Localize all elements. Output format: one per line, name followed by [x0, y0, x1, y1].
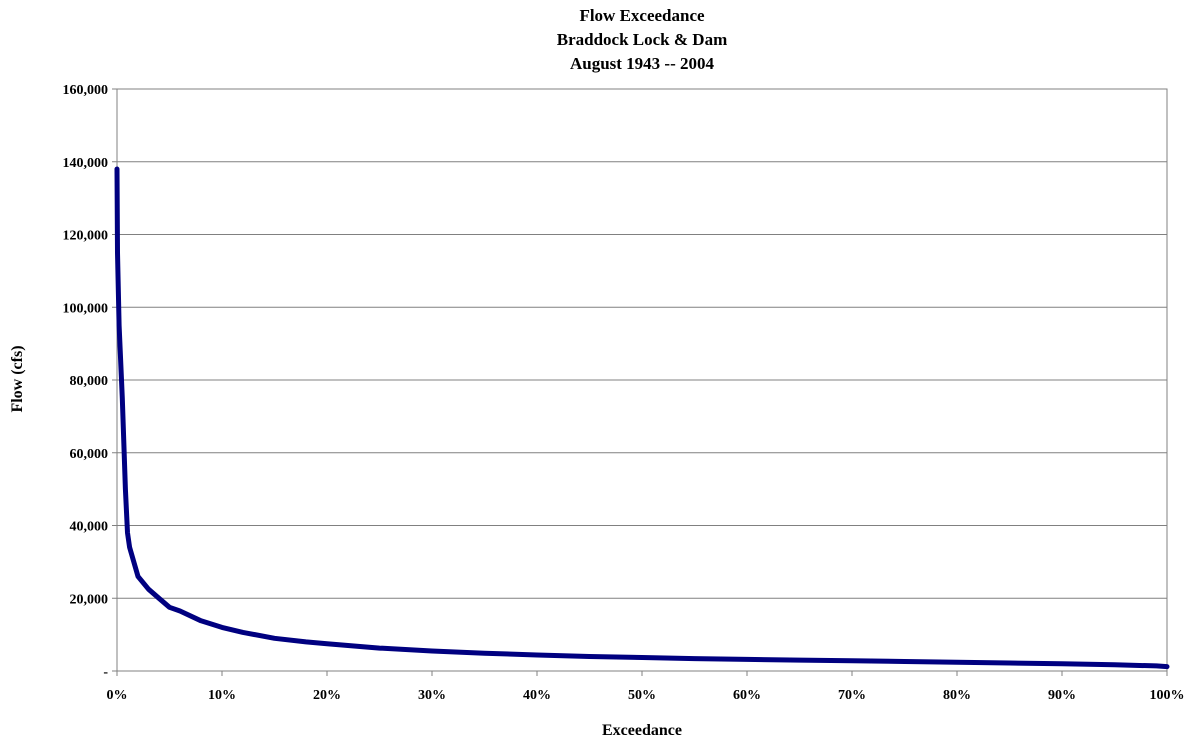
x-tick-label: 20%	[313, 688, 341, 703]
x-tick-label: 50%	[628, 688, 656, 703]
x-tick-label: 100%	[1150, 688, 1185, 703]
x-axis-title: Exceedance	[602, 722, 682, 739]
x-tick-label: 30%	[418, 688, 446, 703]
gridlines	[117, 161, 1167, 599]
chart-title: Flow Exceedance Braddock Lock & Dam Augu…	[557, 6, 727, 73]
x-tick-label: 0%	[107, 688, 128, 703]
y-tick-label: 40,000	[70, 520, 109, 535]
series-layer	[114, 166, 1170, 670]
x-tick-label: 10%	[208, 688, 236, 703]
y-tick-label: 120,000	[63, 229, 109, 244]
y-tick-label: 160,000	[63, 83, 109, 98]
y-tick-label: 20,000	[70, 592, 109, 607]
x-tick-label: 80%	[943, 688, 971, 703]
x-tick-label: 60%	[733, 688, 761, 703]
y-tick-label: 60,000	[70, 447, 109, 462]
y-axis-ticks: - 20,000 40,000 60,000 80,000 100,000 120,000 1…	[63, 83, 117, 680]
y-axis-title: Flow (cfs)	[9, 345, 26, 412]
x-axis-ticks: 0% 10% 20% 30% 40% 50% 60% 70% 80% 90% 100%	[107, 671, 1185, 703]
x-tick-label: 90%	[1048, 688, 1076, 703]
chart-title-line-1: Flow Exceedance	[579, 6, 705, 25]
chart-title-line-3: August 1943 -- 2004	[570, 54, 715, 73]
x-tick-label: 70%	[838, 688, 866, 703]
y-tick-label: 80,000	[70, 374, 109, 389]
y-tick-label: 140,000	[63, 156, 109, 171]
x-tick-label: 40%	[523, 688, 551, 703]
series-line	[114, 166, 1170, 670]
chart-title-line-2: Braddock Lock & Dam	[557, 30, 727, 49]
y-tick-label: 100,000	[63, 301, 109, 316]
y-tick-label: -	[103, 665, 108, 680]
